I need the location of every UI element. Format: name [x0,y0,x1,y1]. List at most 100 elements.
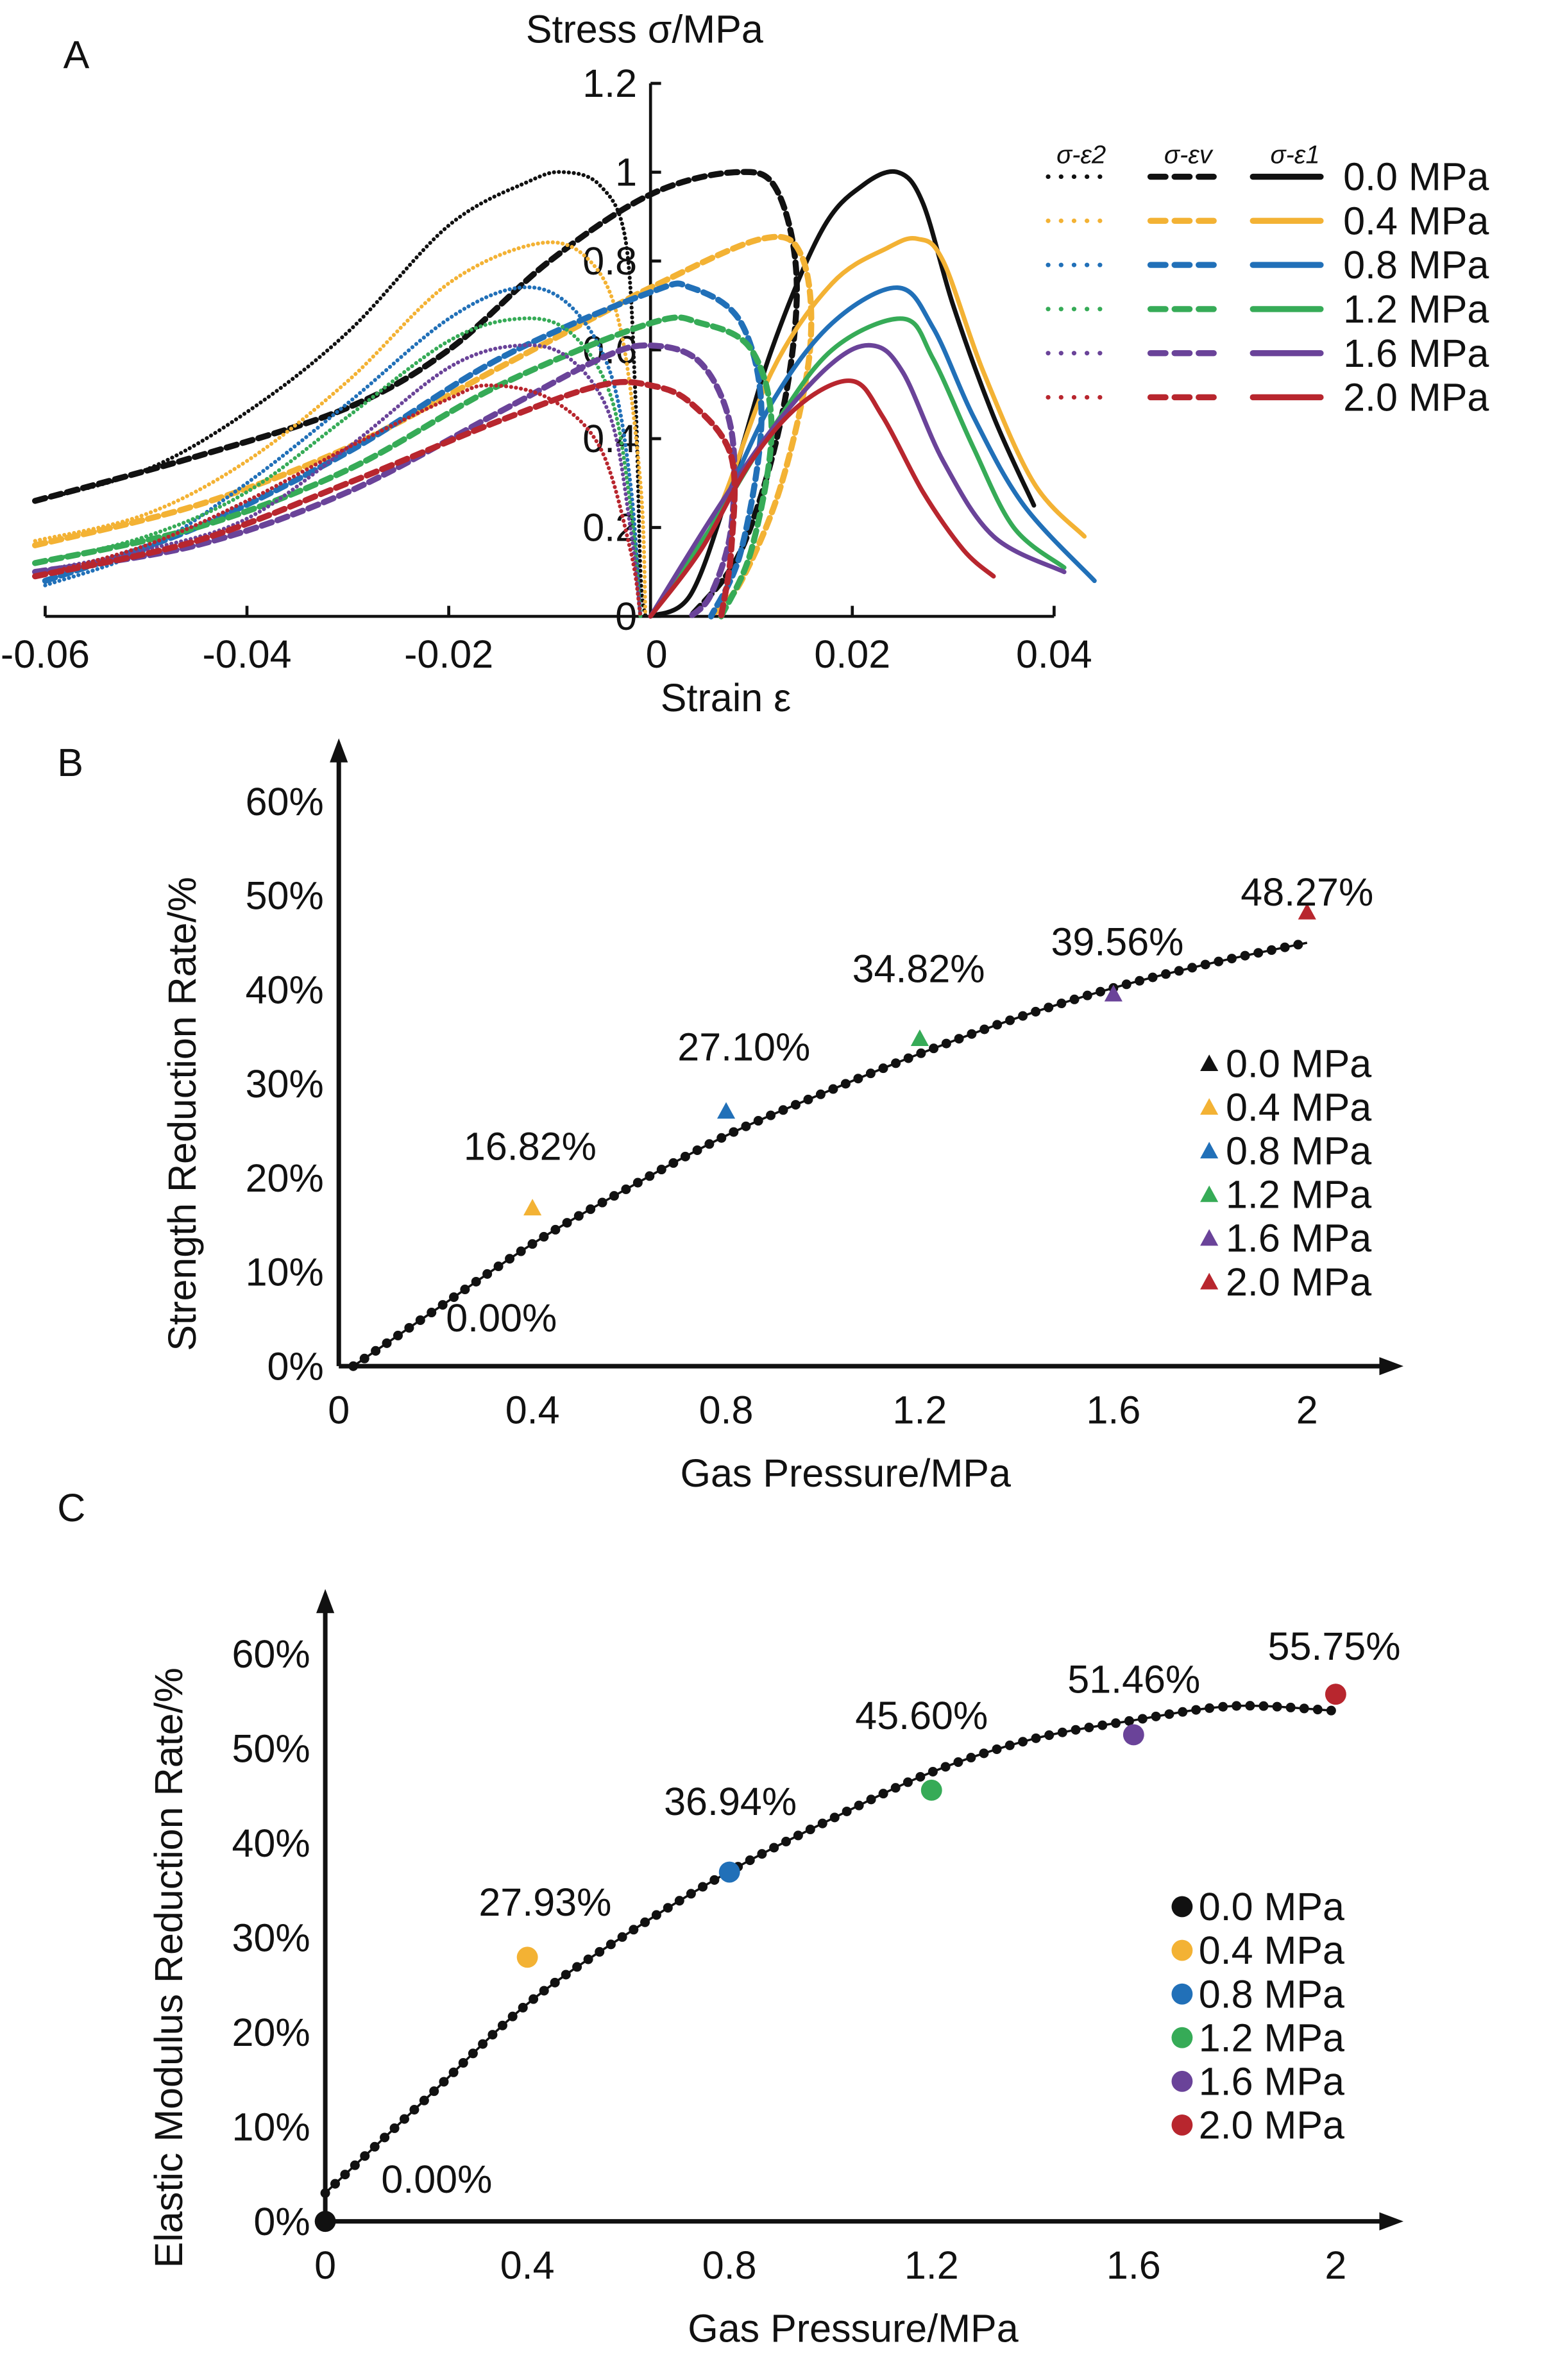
fit-curve-point [953,1757,963,1768]
legend-marker [1200,1272,1219,1290]
fit-curve-point [1164,1709,1174,1719]
data-label: 34.82% [852,947,985,991]
y-axis-title: Stress σ/MPa [526,8,763,51]
y-tick-label: 50% [246,874,324,918]
fit-curve-point [1272,1701,1282,1712]
fit-curve-point [1285,1702,1296,1712]
y-axis-arrow-icon [316,1589,335,1614]
fit-curve-point [468,2048,478,2059]
fit-curve-point [992,1020,1003,1030]
sigma-eps1-solid-curve-2-0-mpa [648,378,996,619]
fit-curve-point [1004,1740,1015,1750]
fit-curve-point [1031,1006,1041,1017]
fit-curve-point [460,1285,470,1295]
sigma-eps2-dotted-curve-0-8-mpa [43,285,643,619]
legend-entry-label: 1.6 MPa [1199,2059,1344,2103]
sigma-eps2-dotted-curve-1-6-mpa [33,343,643,619]
data-point-0-4-mpa [516,1946,538,1968]
fit-curve-point [415,1315,425,1325]
legend-curve-type-label: σ-ε1 [1270,140,1319,169]
fit-curve-point [497,2020,507,2030]
fit-curve-point [853,1074,863,1084]
legend-marker [1171,1983,1193,2005]
fit-curve-point [1178,1707,1188,1717]
legend-marker [1171,2027,1193,2048]
x-tick-label: 0.4 [505,1388,560,1431]
fit-curve-point [539,1986,549,1996]
fit-curve-point [729,1127,739,1137]
fit-curve-point [572,1962,582,1972]
fit-curve-point [1137,1714,1148,1724]
fit-curve-point [1258,1701,1269,1711]
fit-curve-point [793,1830,803,1841]
data-label: 45.60% [855,1694,988,1737]
fit-curve-point [979,1748,989,1759]
fit-curve-point [840,1079,851,1089]
fit-curve-point [778,1105,788,1115]
x-tick-label: 1.6 [1086,1388,1140,1431]
data-label: 55.75% [1268,1625,1401,1668]
x-tick-label: -0.02 [404,632,493,676]
fit-curve-point [1018,1011,1028,1021]
x-tick-label: -0.04 [202,632,291,676]
legend-marker [1200,1054,1219,1072]
y-tick-label: 20% [246,1156,324,1200]
fit-curve-point [399,2114,409,2124]
fit-curve-point [680,1151,690,1161]
fit-curve-point [573,1211,584,1221]
legend-entry-label: 1.6 MPa [1343,332,1489,375]
fit-curve-point [709,1875,720,1885]
legend-entry-label: 0.4 MPa [1343,199,1489,242]
fit-curve-point [380,2132,390,2143]
fit-curve-point [1124,1716,1134,1726]
fit-curve-point [429,2086,439,2097]
legend-entry-label: 0.8 MPa [1343,243,1489,287]
fit-curve-point [903,1053,913,1063]
x-axis-arrow-icon [1379,2212,1404,2231]
fit-curve-point [790,1100,801,1110]
fit-curve-point [929,1043,939,1054]
fit-curve-point [866,1794,876,1805]
fit-curve-point [1151,1711,1161,1721]
legend-entry-label: 0.4 MPa [1199,1928,1344,1972]
x-tick-label: 1.6 [1106,2243,1161,2287]
legend-entry-label: 2.0 MPa [1343,376,1489,419]
fit-curve-point [617,1932,627,1942]
fit-curve-point [1111,1718,1121,1728]
fit-curve-point [505,1254,515,1264]
x-tick-label: -0.06 [1,632,90,676]
panel-label: B [57,741,83,784]
fit-curve-point [1044,1730,1055,1741]
fit-curve-point [382,1338,392,1348]
sigma-eps1-solid-curve-1-6-mpa [648,342,1067,619]
fit-curve-point [1240,950,1250,961]
fit-curve-point [1232,1701,1242,1711]
fit-curve-point [1266,945,1276,955]
fit-curve-point [1326,1705,1336,1716]
fit-curve-point [803,1094,813,1104]
fit-curve-point [1135,975,1145,986]
fit-curve-point [369,2141,380,2152]
fit-curve-point [1082,990,1092,1000]
fit-curve-point [805,1825,815,1835]
x-tick-label: 0.8 [702,2243,757,2287]
fit-curve-point [320,2188,330,2199]
y-tick-label: 40% [246,968,324,1011]
fit-curve-point [766,1110,776,1120]
data-point-1-2-mpa [920,1779,942,1801]
y-tick-label: 30% [246,1062,324,1106]
panel-b-strength-reduction-chart: B0 0.4 0.8 1.2 1.6 20%10%20%30%40%50%60%Gas P… [57,738,1404,1495]
legend-entry-label: 2.0 MPa [1199,2104,1344,2147]
legend-marker [1171,2114,1193,2136]
x-tick-label: 0 [646,632,668,676]
fit-curve-point [941,1038,951,1049]
fit-curve-point [359,1353,369,1363]
fit-curve-point [550,1224,561,1235]
fit-curve-point [516,1246,526,1256]
y-tick-label: 60% [232,1632,310,1676]
fit-curve-point [448,2067,459,2077]
fit-curve-point [757,1849,767,1859]
fit-curve-point [1293,940,1303,950]
data-point-1-2-mpa [910,1029,929,1047]
fit-curve-point [1057,1727,1067,1737]
